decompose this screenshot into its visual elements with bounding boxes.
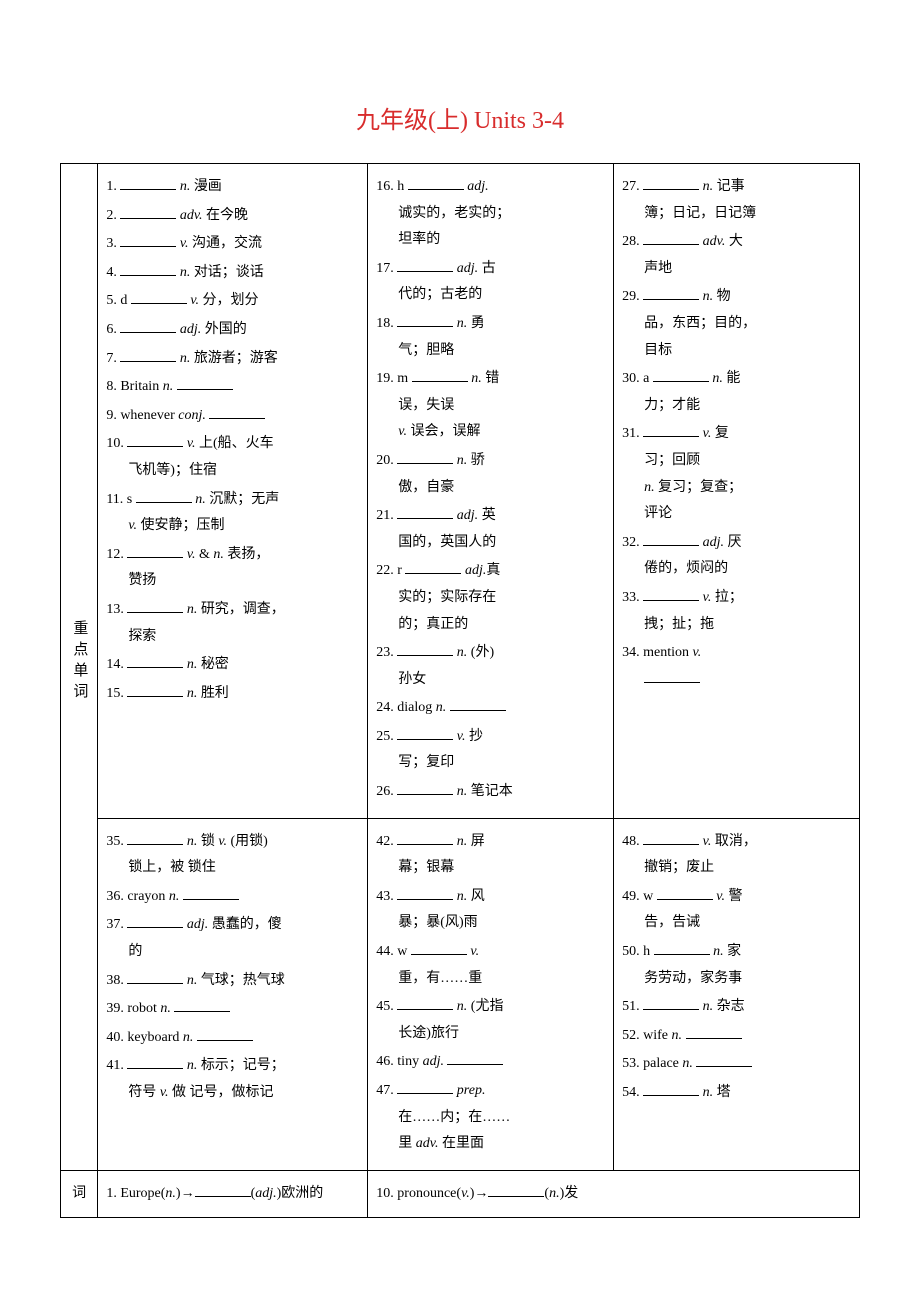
vocab-item: 35. n. 锁 v. (用锁)锁上，被 锁住: [106, 829, 359, 882]
vocab-item: 25. v. 抄写；复印: [376, 724, 605, 777]
vocab-item: 54. n. 塔: [622, 1080, 851, 1107]
vocab-item: 27. n. 记事簿；日记，日记簿: [622, 174, 851, 227]
vocab-item: 6. adj. 外国的: [106, 317, 359, 344]
vocab-item: 1. n. 漫画: [106, 174, 359, 201]
vocab-item: 16. h adj.诚实的，老实的；坦率的: [376, 174, 605, 254]
vocab-item: 46. tiny adj.: [376, 1049, 605, 1076]
vocab-item: 40. keyboard n.: [106, 1025, 359, 1052]
vocab-item: 23. n. (外)孙女: [376, 640, 605, 693]
vocab-item: 33. v. 拉；拽；扯；拖: [622, 585, 851, 638]
vocab-item: 29. n. 物品，东西；目的，目标: [622, 284, 851, 364]
vocab-item: 2. adv. 在今晚: [106, 203, 359, 230]
vocab-item: 34. mention v.: [622, 640, 851, 693]
row1-colB: 16. h adj.诚实的，老实的；坦率的17. adj. 古代的；古老的18.…: [368, 164, 614, 819]
vocab-item: 48. v. 取消，撤销；废止: [622, 829, 851, 882]
row3-left: 1. Europe(n.)→(adj.)欧洲的: [98, 1170, 368, 1218]
vocab-item: 43. n. 风暴；暴(风)雨: [376, 884, 605, 937]
vocab-item: 38. n. 气球；热气球: [106, 968, 359, 995]
row2-colC: 48. v. 取消，撤销；废止49. w v. 警告，告诫50. h n. 家务…: [614, 818, 860, 1170]
page-title: 九年级(上) Units 3-4: [60, 100, 860, 135]
vocab-item: 52. wife n.: [622, 1023, 851, 1050]
section-label-vocab: 重点单词: [61, 164, 98, 1171]
vocab-item: 50. h n. 家务劳动，家务事: [622, 939, 851, 992]
vocab-item: 10. v. 上(船、火车飞机等)；住宿: [106, 431, 359, 484]
section-label-trans: 词: [61, 1170, 98, 1218]
vocab-item: 22. r adj.真实的；实际存在的；真正的: [376, 558, 605, 638]
vocab-item: 36. crayon n.: [106, 884, 359, 911]
vocab-item: 37. adj. 愚蠢的，傻的: [106, 912, 359, 965]
vocab-table: 重点单词 1. n. 漫画2. adv. 在今晚3. v. 沟通，交流4. n.…: [60, 163, 860, 1218]
row3-right: 10. pronounce(v.)→(n.)发: [368, 1170, 860, 1218]
vocab-item: 39. robot n.: [106, 996, 359, 1023]
vocab-item: 8. Britain n.: [106, 374, 359, 401]
vocab-item: 49. w v. 警告，告诫: [622, 884, 851, 937]
vocab-item: 3. v. 沟通，交流: [106, 231, 359, 258]
vocab-item: 47. prep.在……内；在……里 adv. 在里面: [376, 1078, 605, 1158]
vocab-item: 7. n. 旅游者；游客: [106, 346, 359, 373]
vocab-item: 12. v. & n. 表扬，赞扬: [106, 542, 359, 595]
row1-colC: 27. n. 记事簿；日记，日记簿28. adv. 大声地29. n. 物品，东…: [614, 164, 860, 819]
vocab-item: 18. n. 勇气；胆略: [376, 311, 605, 364]
vocab-item: 42. n. 屏幕；银幕: [376, 829, 605, 882]
vocab-item: 21. adj. 英国的，英国人的: [376, 503, 605, 556]
vocab-item: 20. n. 骄傲，自豪: [376, 448, 605, 501]
vocab-item: 45. n. (尤指长途)旅行: [376, 994, 605, 1047]
row2-colA: 35. n. 锁 v. (用锁)锁上，被 锁住36. crayon n. 37.…: [98, 818, 368, 1170]
vocab-item: 13. n. 研究，调查，探索: [106, 597, 359, 650]
vocab-item: 26. n. 笔记本: [376, 779, 605, 806]
vocab-item: 19. m n. 错误，失误v. 误会，误解: [376, 366, 605, 446]
vocab-item: 4. n. 对话；谈话: [106, 260, 359, 287]
vocab-item: 41. n. 标示；记号；符号 v. 做 记号，做标记: [106, 1053, 359, 1106]
vocab-item: 30. a n. 能力；才能: [622, 366, 851, 419]
vocab-item: 5. d v. 分，划分: [106, 288, 359, 315]
vocab-item: 32. adj. 厌倦的，烦闷的: [622, 530, 851, 583]
vocab-item: 53. palace n.: [622, 1051, 851, 1078]
vocab-item: 51. n. 杂志: [622, 994, 851, 1021]
vocab-item: 17. adj. 古代的；古老的: [376, 256, 605, 309]
row2-colB: 42. n. 屏幕；银幕43. n. 风暴；暴(风)雨44. w v.重，有………: [368, 818, 614, 1170]
vocab-item: 28. adv. 大声地: [622, 229, 851, 282]
vocab-item: 9. whenever conj.: [106, 403, 359, 430]
vocab-item: 11. s n. 沉默；无声v. 使安静；压制: [106, 487, 359, 540]
vocab-item: 44. w v.重，有……重: [376, 939, 605, 992]
row1-colA: 1. n. 漫画2. adv. 在今晚3. v. 沟通，交流4. n. 对话；谈…: [98, 164, 368, 819]
vocab-item: 31. v. 复习；回顾n. 复习；复查；评论: [622, 421, 851, 527]
vocab-item: 24. dialog n.: [376, 695, 605, 722]
vocab-item: 15. n. 胜利: [106, 681, 359, 708]
vocab-item: 14. n. 秘密: [106, 652, 359, 679]
